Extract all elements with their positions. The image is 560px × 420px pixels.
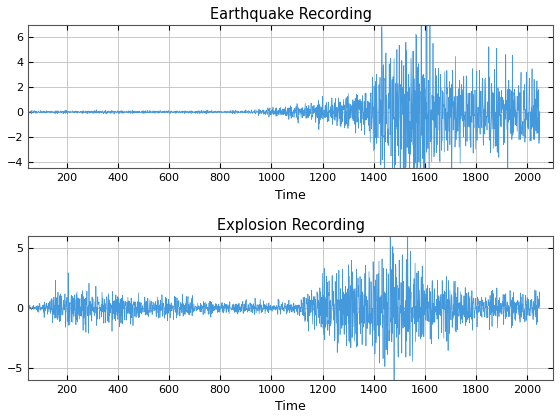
Title: Explosion Recording: Explosion Recording (217, 218, 365, 234)
X-axis label: Time: Time (276, 189, 306, 202)
X-axis label: Time: Time (276, 400, 306, 413)
Title: Earthquake Recording: Earthquake Recording (209, 7, 372, 22)
